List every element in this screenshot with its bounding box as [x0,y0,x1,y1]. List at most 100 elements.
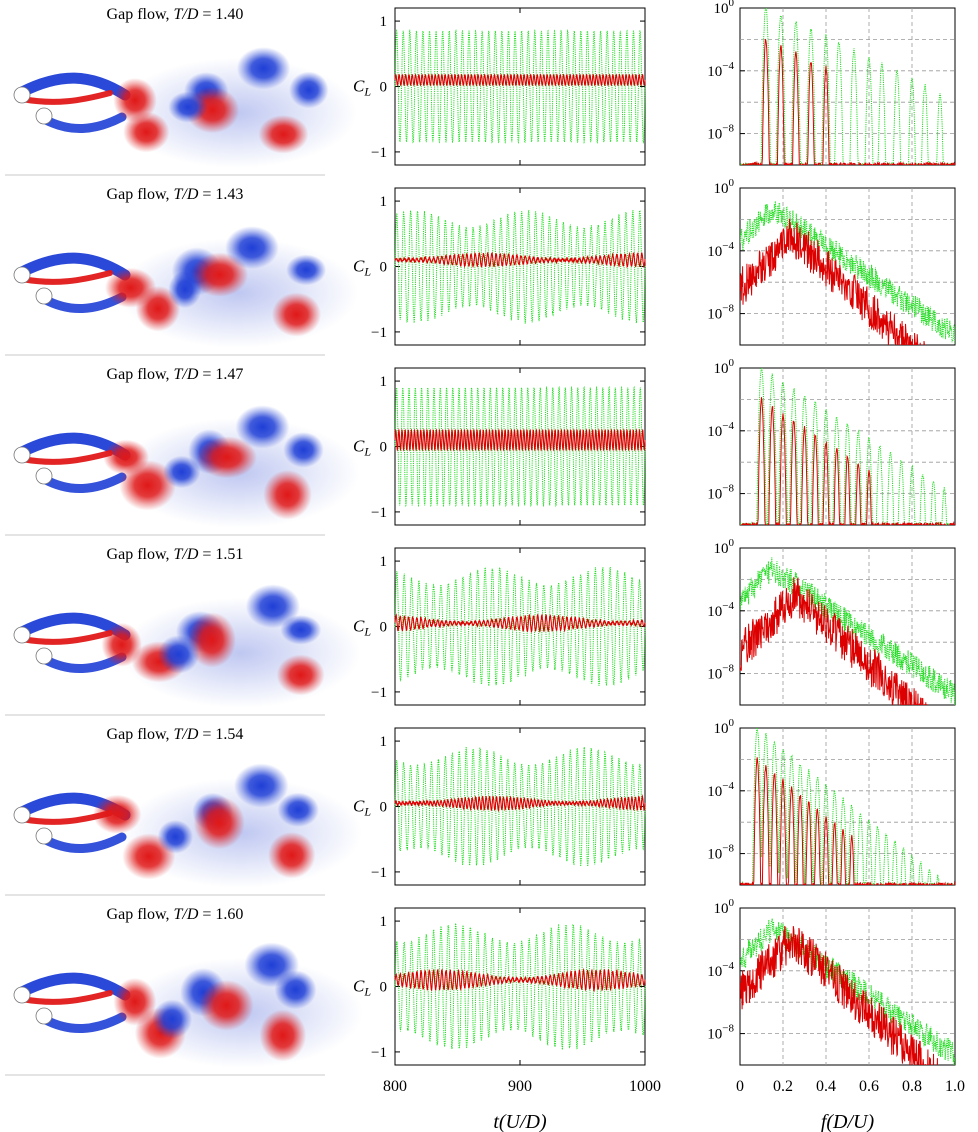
cl-time-series: 1 0 −1 CL [353,547,646,706]
cl-y-tick-label: 1 [380,14,388,30]
cl-y-tick-label: 0 [380,800,388,816]
psd-series-green [740,918,955,1065]
cl-series-green [394,209,646,324]
psd-curves [740,368,955,525]
cl-y-tick-label: −1 [371,325,387,341]
psd-y-tick-label: 100 [714,717,735,737]
red-vortex [119,459,176,511]
shear-layer-top [16,252,131,281]
cl-series-green [394,385,646,508]
vorticity-field [13,47,358,168]
red-vortex [113,77,157,123]
blue-vortex [280,615,322,645]
cl-y-tick-label: 0 [380,620,388,636]
shear-layer-gap [19,450,113,465]
cylinder-upper [13,626,31,644]
vorticity-field [13,763,362,888]
blue-vortex [152,999,193,1040]
shear-layer-top [16,972,131,1001]
cl-y-tick-label: −1 [371,685,387,701]
psd-y-tick-label: 10−4 [707,600,734,620]
vorticity-field [13,942,363,1068]
blue-vortex [235,405,290,449]
red-vortex [188,612,236,668]
blue-vortex [274,970,317,1010]
cl-time-series: 1 0 −1 CL [353,7,646,166]
time-tick-label: 1000 [629,1078,661,1095]
psd-series-red [740,577,928,705]
cylinder-upper [13,806,31,824]
cl-time-series: 1 0 −1 CL [353,727,646,886]
blue-vortex [157,820,194,854]
shear-layer-top [16,72,131,101]
cl-y-tick-label: 0 [380,440,388,456]
cylinder-upper [13,86,31,104]
cl-axis-label: CL [353,617,371,639]
cl-series-red [394,428,646,452]
panel-row-1: Gap flow, T/D = 1.40 1 0 −1 CL 100 10−4 10−8 [5,0,956,176]
cl-y-tick-label: 1 [380,194,388,210]
blue-vortex [277,792,319,827]
blue-vortex [236,47,291,90]
blue-vortex [286,254,327,286]
psd-curves [740,8,955,165]
blue-vortex [163,455,201,489]
panel-title: Gap flow, T/D = 1.60 [107,906,244,923]
psd-y-tick-label: 10−8 [707,843,734,863]
blue-vortex [157,635,200,674]
time-tick-label: 900 [508,1078,532,1095]
cylinder-upper [13,446,31,464]
shear-layer-gap [19,270,113,285]
cl-y-tick-label: −1 [371,505,387,521]
psd-panel: 100 10−4 10−8 [707,177,956,346]
psd-y-tick-label: 10−8 [707,1023,734,1043]
psd-y-tick-label: 10−4 [707,780,734,800]
cl-y-tick-label: −1 [371,865,387,881]
cl-time-series: 1 0 −1 CL [353,187,646,346]
panel-row-2: Gap flow, T/D = 1.43 1 0 −1 CL 100 10−4 10−8 [5,177,956,356]
psd-series-green [740,557,955,705]
red-vortex [193,796,245,850]
psd-panel: 100 10−4 10−8 [707,0,956,166]
panel-title: Gap flow, T/D = 1.54 [107,726,244,743]
psd-curves [740,918,955,1065]
red-vortex [258,115,309,154]
psd-y-tick-label: 100 [714,357,735,377]
cl-y-tick-label: 0 [380,980,388,996]
freq-tick-label: 1.0 [945,1078,965,1095]
figure-root: Gap flow, T/D = 1.40 10−1CL10010−410−8Gap… [5,0,965,1132]
red-vortex [93,794,142,834]
red-vortex [196,436,257,479]
cl-series-green [394,28,646,145]
psd-series-green [740,728,955,885]
psd-y-tick-label: 10−4 [707,240,734,260]
cl-series-green [394,566,646,688]
red-vortex [135,285,181,332]
blue-vortex [289,71,329,109]
shear-layer-gap [19,90,113,105]
cl-y-tick-label: 1 [380,374,388,390]
freq-axis-label: f(D/U) [821,1111,875,1132]
red-vortex [259,1009,307,1062]
time-tick-label: 800 [383,1078,407,1095]
psd-panel: 100 10−4 10−8 [707,357,956,526]
psd-panel: 100 10−4 10−8 [707,717,956,886]
cl-time-series: 1 0 −1 CL [353,907,646,1066]
psd-series-red [740,925,938,1065]
psd-curves [740,728,955,885]
psd-series-red [740,218,925,345]
panel-title: Gap flow, T/D = 1.40 [107,6,244,23]
psd-y-tick-label: 10−4 [707,420,734,440]
psd-y-tick-label: 100 [714,537,735,557]
shear-layer-bottom [39,832,127,853]
psd-series-red [740,757,955,885]
blue-vortex [245,584,301,629]
psd-y-tick-label: 100 [714,0,735,17]
psd-y-tick-label: 10−8 [707,303,734,323]
cl-y-tick-label: −1 [371,145,387,161]
psd-curves [740,201,955,345]
psd-y-tick-label: 10−8 [707,123,734,143]
red-vortex [268,831,316,879]
panel-row-6: Gap flow, T/D = 1.60 1 0 −1 CL 100 10−4 10−8 [5,897,956,1076]
